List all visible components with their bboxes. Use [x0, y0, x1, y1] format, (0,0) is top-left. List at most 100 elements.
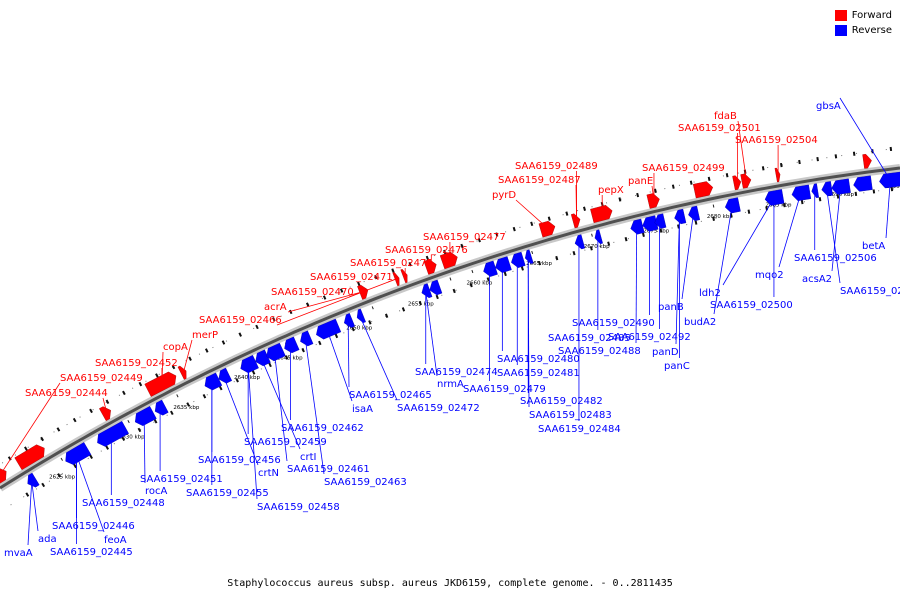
- forward-gene-label: fdaB: [714, 111, 737, 122]
- strand-marker: [41, 482, 46, 488]
- strand-marker: [339, 288, 344, 293]
- strand-marker: [391, 268, 395, 273]
- strand-marker: [677, 224, 680, 229]
- scale-tick-label: 2690 kbp: [828, 192, 854, 198]
- strand-marker: [800, 199, 804, 205]
- reverse-gene-label: rocA: [145, 486, 168, 497]
- forward-gene: [646, 193, 660, 209]
- strand-marker: [368, 320, 372, 325]
- forward-gene-label: merP: [192, 330, 218, 341]
- reverse-gene: [218, 367, 233, 384]
- strand-marker: [153, 419, 158, 424]
- reverse-gene: [853, 175, 873, 192]
- forward-gene: [423, 259, 437, 275]
- strand-marker: [425, 255, 430, 261]
- reverse-leader-line: [143, 417, 146, 484]
- reverse-gene: [831, 178, 851, 195]
- strand-marker: [783, 203, 786, 208]
- reverse-leader-line: [675, 217, 680, 345]
- label-layer: SAA6159_02444SAA6159_02449SAA6159_02452c…: [4, 101, 900, 559]
- forward-gene: [590, 204, 613, 224]
- legend: Forward Reverse: [834, 8, 892, 38]
- forward-leader-line: [161, 351, 164, 384]
- strand-marker: [477, 238, 481, 243]
- scale-tick: [176, 394, 179, 398]
- reverse-gene-label: SAA6159_02474: [415, 367, 498, 378]
- reverse-gene-label: SAA6159_02458: [257, 502, 340, 513]
- reverse-gene-label: mvaA: [4, 548, 33, 559]
- strand-marker: [418, 300, 422, 306]
- reverse-gene-label: crtI: [300, 452, 316, 463]
- reverse-swatch: [834, 25, 847, 36]
- strand-marker: [57, 473, 62, 478]
- strand-marker: [89, 408, 93, 414]
- strand-marker: [607, 241, 611, 246]
- strand-marker: [538, 261, 542, 266]
- forward-gene-label: SAA6159_02499: [642, 163, 725, 174]
- strand-marker: [186, 402, 190, 407]
- strand-marker: [761, 166, 765, 171]
- reverse-gene-label: SAA6159_02483: [529, 410, 612, 421]
- reverse-gene-label: SAA6159_02481: [497, 368, 580, 379]
- forward-gene: [570, 213, 581, 229]
- reverse-gene-label: budA2: [684, 317, 716, 328]
- scale-tick: [471, 269, 474, 274]
- strand-marker: [56, 427, 61, 432]
- reverse-leader-line: [527, 257, 530, 408]
- forward-gene: [862, 153, 872, 169]
- strand-marker: [452, 288, 456, 294]
- reverse-leader-line: [274, 352, 288, 462]
- strand-marker: [251, 370, 256, 375]
- strand-marker: [443, 249, 447, 255]
- strand-marker: [852, 151, 856, 156]
- strand-marker: [137, 427, 142, 433]
- forward-gene: [99, 406, 111, 422]
- reverse-gene: [154, 399, 169, 416]
- forward-gene-label: SAA6159_02471: [310, 272, 393, 283]
- scale-tick-label: 2625 kbp: [49, 474, 75, 480]
- strand-marker: [24, 446, 28, 451]
- strand-marker: [170, 410, 174, 416]
- strand-marker: [105, 399, 110, 405]
- strand-marker: [642, 232, 645, 237]
- forward-gene-label: SAA6159_02477: [423, 232, 506, 243]
- forward-gene-label: SAA6159_02444: [25, 388, 108, 399]
- strand-marker: [624, 236, 628, 242]
- strand-marker: [305, 302, 310, 307]
- reverse-gene: [811, 183, 820, 199]
- forward-gene-label: SAA6159_02476: [385, 245, 468, 256]
- reverse-leader-line: [27, 481, 33, 546]
- reverse-gene: [674, 208, 687, 225]
- reverse-gene-label: SAA6159_02455: [186, 488, 269, 499]
- scale-tick-label: 2675 kbp: [643, 229, 669, 235]
- forward-gene-label: acrA: [264, 302, 287, 313]
- reverse-leader-line: [885, 180, 891, 239]
- scale-tick-label: 2635 kbp: [173, 405, 199, 411]
- legend-forward-label: Forward: [851, 10, 892, 21]
- reverse-gene: [134, 406, 157, 427]
- reverse-gene: [724, 197, 741, 214]
- forward-gene: [732, 175, 742, 191]
- reverse-gene-label: SAA6159_02445: [50, 547, 133, 558]
- reverse-gene: [266, 342, 286, 362]
- strand-marker: [435, 294, 439, 300]
- reverse-gene-label: SAA6159_02472: [397, 403, 480, 414]
- reverse-leader-line: [425, 291, 438, 377]
- strand-marker: [836, 194, 840, 199]
- strand-marker: [583, 206, 586, 211]
- reverse-leader-line: [778, 193, 802, 268]
- reverse-gene: [495, 256, 512, 273]
- forward-gene-label: SAA6159_02466: [199, 315, 282, 326]
- reverse-leader-line: [31, 481, 39, 532]
- forward-gene-label: pyrD: [492, 190, 516, 201]
- strand-marker: [671, 184, 675, 189]
- scale-tick: [371, 306, 374, 310]
- scale-tick-label: 2645 kbp: [277, 355, 303, 361]
- reverse-gene-label: panB: [658, 302, 684, 313]
- reverse-gene-label: SAA6159_02488: [558, 346, 641, 357]
- strand-marker: [357, 281, 361, 286]
- strand-marker: [747, 209, 751, 214]
- strand-marker: [272, 317, 276, 322]
- reverse-gene-label: SAA6159_02461: [287, 464, 370, 475]
- reverse-gene-label: SAA6159_02500: [710, 300, 793, 311]
